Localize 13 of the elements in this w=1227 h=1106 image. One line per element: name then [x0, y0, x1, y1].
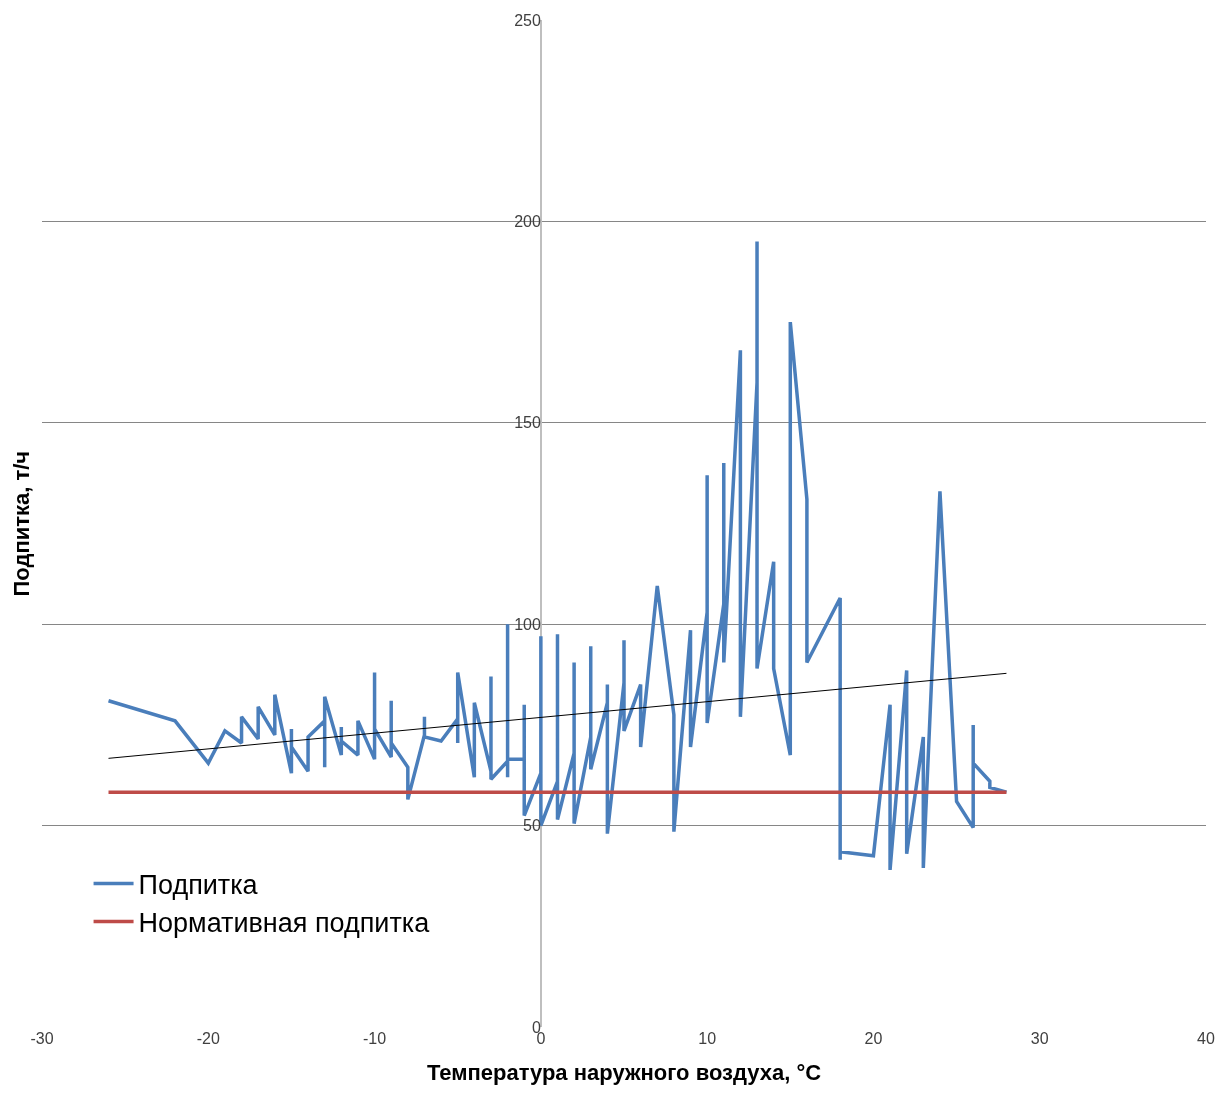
x-tick-label: -30: [30, 1030, 54, 1047]
x-tick-label: -10: [363, 1030, 387, 1047]
x-axis-title: Температура наружного воздуха, °C: [426, 1059, 822, 1085]
x-tick-label: 20: [864, 1030, 883, 1047]
y-axis-title: Подпитка, т/ч: [8, 450, 34, 597]
y-tick-label: 250: [514, 11, 541, 29]
x-tick-label: 40: [1197, 1030, 1215, 1047]
legend-label: Подпитка: [138, 870, 259, 901]
line-series: [106, 239, 1009, 872]
x-tick-label: 30: [1030, 1030, 1049, 1047]
legend-label: Нормативная подпитка: [138, 908, 431, 939]
x-tick-label: -20: [196, 1030, 220, 1047]
x-tick-label: 10: [698, 1030, 717, 1047]
